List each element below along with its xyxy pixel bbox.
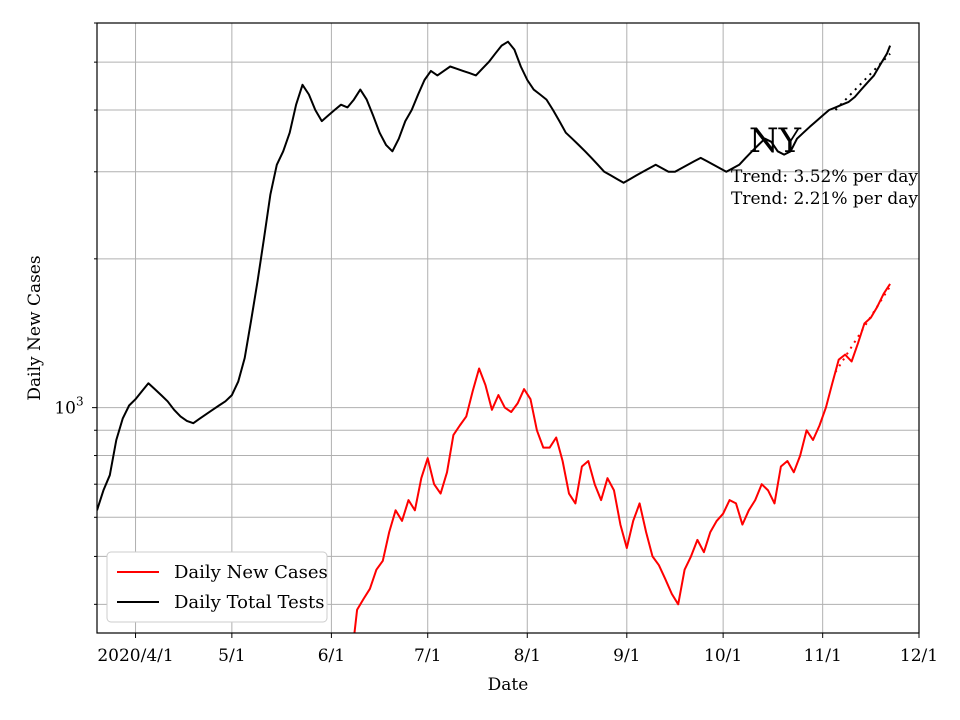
legend-label-daily-total-tests: Daily Total Tests: [174, 592, 324, 613]
y-tick-label: 103: [54, 395, 83, 419]
annotation-title: NY: [749, 121, 802, 161]
y-axis-label: Daily New Cases: [25, 255, 45, 400]
x-tick-label: 10/1: [704, 646, 742, 666]
legend-box: [106, 551, 328, 623]
annotation-trend-1: Trend: 3.52% per day: [731, 167, 918, 187]
x-tick-label: 2020/4/1: [97, 646, 173, 666]
annotation: NY Trend: 3.52% per day Trend: 2.21% per…: [731, 121, 918, 209]
x-tick-label: 9/1: [613, 646, 640, 666]
x-tick-label: 7/1: [414, 646, 441, 666]
ticks: 2020/4/1 5/1 6/1 7/1 8/1 9/1 10/1 11/1 12/1 103: [54, 22, 938, 666]
plot-frame: [96, 22, 920, 634]
legend: Daily New Cases Daily Total Tests: [106, 551, 328, 623]
x-tick-label: 11/1: [804, 646, 842, 666]
x-tick-label: 12/1: [900, 646, 938, 666]
x-tick-label: 5/1: [218, 646, 245, 666]
legend-label-daily-new-cases: Daily New Cases: [174, 562, 328, 583]
annotation-trend-2: Trend: 2.21% per day: [731, 189, 918, 209]
x-tick-label: 6/1: [318, 646, 345, 666]
x-axis-label: Date: [488, 675, 529, 695]
x-tick-label: 8/1: [514, 646, 541, 666]
series-line-daily-new-cases: [353, 283, 891, 633]
series-layer: [97, 40, 892, 633]
trend-line-daily-new-cases: [834, 285, 891, 373]
series-line-daily-total-tests: [97, 40, 892, 511]
